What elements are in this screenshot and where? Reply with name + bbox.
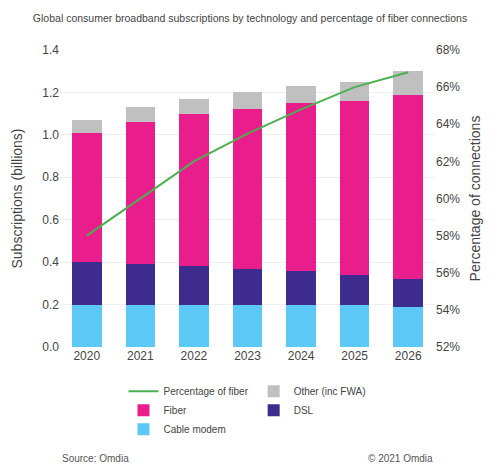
svg-text:Cable modem: Cable modem — [164, 424, 226, 435]
svg-text:54%: 54% — [436, 303, 460, 317]
svg-text:Fiber: Fiber — [164, 405, 187, 416]
svg-text:Subscriptions (billions): Subscriptions (billions) — [9, 128, 25, 268]
svg-text:64%: 64% — [436, 117, 460, 131]
svg-text:2023: 2023 — [234, 349, 261, 363]
svg-text:62%: 62% — [436, 155, 460, 169]
svg-text:2022: 2022 — [181, 349, 208, 363]
svg-text:Source: Omdia: Source: Omdia — [62, 453, 129, 464]
svg-text:Percentage of connections: Percentage of connections — [467, 116, 483, 282]
svg-text:68%: 68% — [436, 43, 460, 57]
svg-text:Percentage of fiber: Percentage of fiber — [164, 386, 249, 397]
svg-text:66%: 66% — [436, 80, 460, 94]
svg-text:0.0: 0.0 — [42, 340, 59, 354]
svg-text:2021: 2021 — [127, 349, 154, 363]
svg-text:2026: 2026 — [395, 349, 422, 363]
svg-text:56%: 56% — [436, 266, 460, 280]
svg-text:1.4: 1.4 — [42, 43, 59, 57]
svg-text:2020: 2020 — [73, 349, 100, 363]
svg-text:52%: 52% — [436, 340, 460, 354]
svg-text:© 2021 Omdia: © 2021 Omdia — [368, 453, 433, 464]
svg-text:1.2: 1.2 — [42, 86, 59, 100]
svg-text:0.2: 0.2 — [42, 298, 59, 312]
svg-text:2024: 2024 — [288, 349, 315, 363]
svg-text:0.8: 0.8 — [42, 170, 59, 184]
svg-text:58%: 58% — [436, 229, 460, 243]
svg-text:0.4: 0.4 — [42, 255, 59, 269]
svg-text:Global consumer broadband subs: Global consumer broadband subscriptions … — [33, 12, 467, 24]
svg-text:0.6: 0.6 — [42, 213, 59, 227]
svg-text:Other (inc FWA): Other (inc FWA) — [294, 386, 366, 397]
svg-text:2025: 2025 — [341, 349, 368, 363]
svg-text:1.0: 1.0 — [42, 128, 59, 142]
svg-text:60%: 60% — [436, 192, 460, 206]
svg-text:DSL: DSL — [294, 405, 314, 416]
